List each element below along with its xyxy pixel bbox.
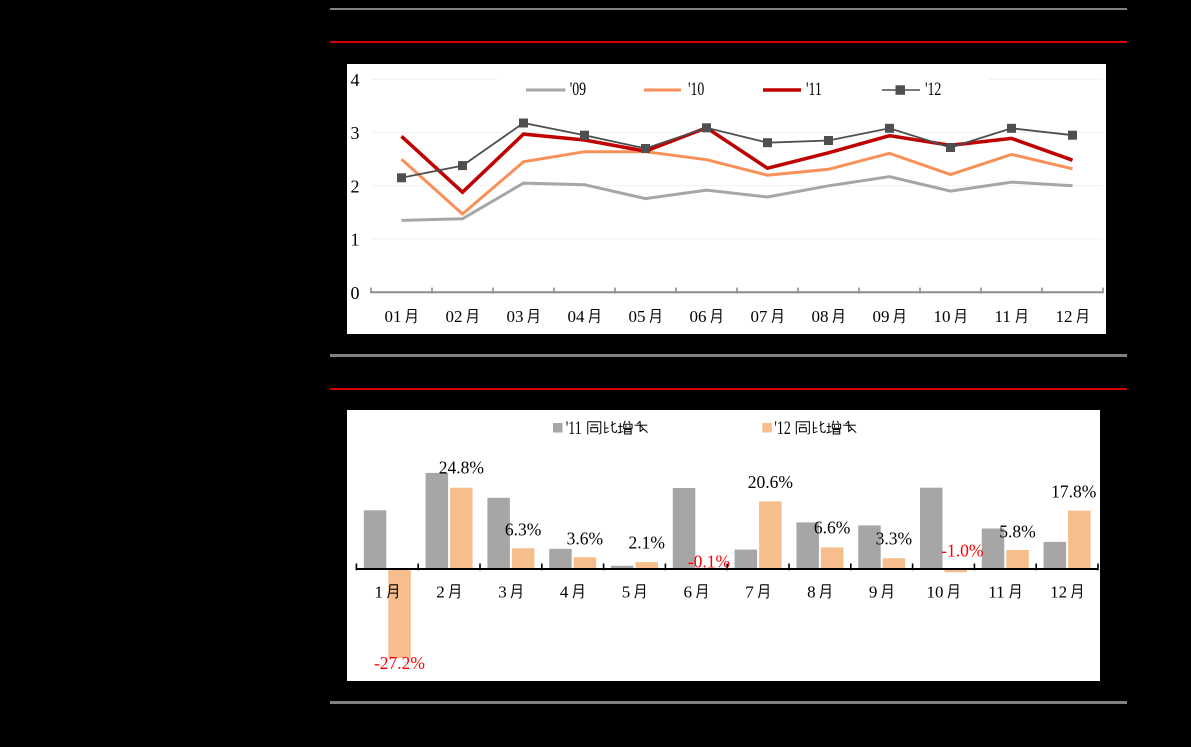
svg-text:07: 07 (751, 307, 769, 326)
svg-text:10: 10 (934, 307, 951, 326)
svg-text:01: 01 (385, 307, 402, 326)
svg-text:7: 7 (745, 582, 754, 601)
svg-text:12: 12 (1050, 582, 1067, 601)
svg-text:11: 11 (988, 582, 1004, 601)
svg-text:9: 9 (869, 582, 878, 601)
svg-text:08: 08 (812, 307, 829, 326)
svg-text:'10: '10 (688, 78, 704, 99)
svg-text:-0.1%: -0.1% (688, 552, 730, 572)
svg-text:4: 4 (351, 70, 360, 90)
svg-text:04: 04 (568, 307, 586, 326)
svg-text:1: 1 (351, 230, 360, 250)
svg-text:'11: '11 (566, 417, 582, 438)
svg-text:5.8%: 5.8% (999, 522, 1035, 542)
svg-text:3.3%: 3.3% (876, 529, 912, 549)
svg-text:06: 06 (690, 307, 707, 326)
svg-text:3: 3 (498, 582, 507, 601)
svg-text:4: 4 (560, 582, 569, 601)
svg-text:10: 10 (927, 582, 944, 601)
svg-text:'11: '11 (806, 78, 822, 99)
svg-text:5: 5 (622, 582, 631, 601)
svg-text:2.1%: 2.1% (628, 533, 664, 553)
svg-text:6.6%: 6.6% (814, 518, 850, 538)
svg-text:12: 12 (1056, 307, 1073, 326)
svg-text:17.8%: 17.8% (1051, 482, 1096, 502)
svg-text:8: 8 (807, 582, 816, 601)
svg-text:'12: '12 (774, 417, 790, 438)
svg-text:6.3%: 6.3% (505, 520, 541, 540)
svg-text:0: 0 (351, 283, 360, 303)
svg-text:3.6%: 3.6% (567, 529, 603, 549)
svg-text:6: 6 (684, 582, 693, 601)
svg-text:02: 02 (446, 307, 463, 326)
svg-text:03: 03 (507, 307, 524, 326)
svg-text:-1.0%: -1.0% (941, 541, 983, 561)
svg-text:09: 09 (873, 307, 890, 326)
svg-text:24.8%: 24.8% (439, 458, 484, 478)
svg-text:05: 05 (629, 307, 646, 326)
svg-text:-27.2%: -27.2% (374, 653, 425, 673)
svg-text:2: 2 (436, 582, 445, 601)
svg-text:20.6%: 20.6% (748, 472, 793, 492)
svg-text:3: 3 (351, 123, 360, 143)
svg-text:11: 11 (995, 307, 1011, 326)
svg-text:'12: '12 (925, 78, 941, 99)
svg-text:1: 1 (375, 582, 384, 601)
svg-text:2: 2 (351, 176, 360, 196)
svg-text:'09: '09 (570, 78, 586, 99)
